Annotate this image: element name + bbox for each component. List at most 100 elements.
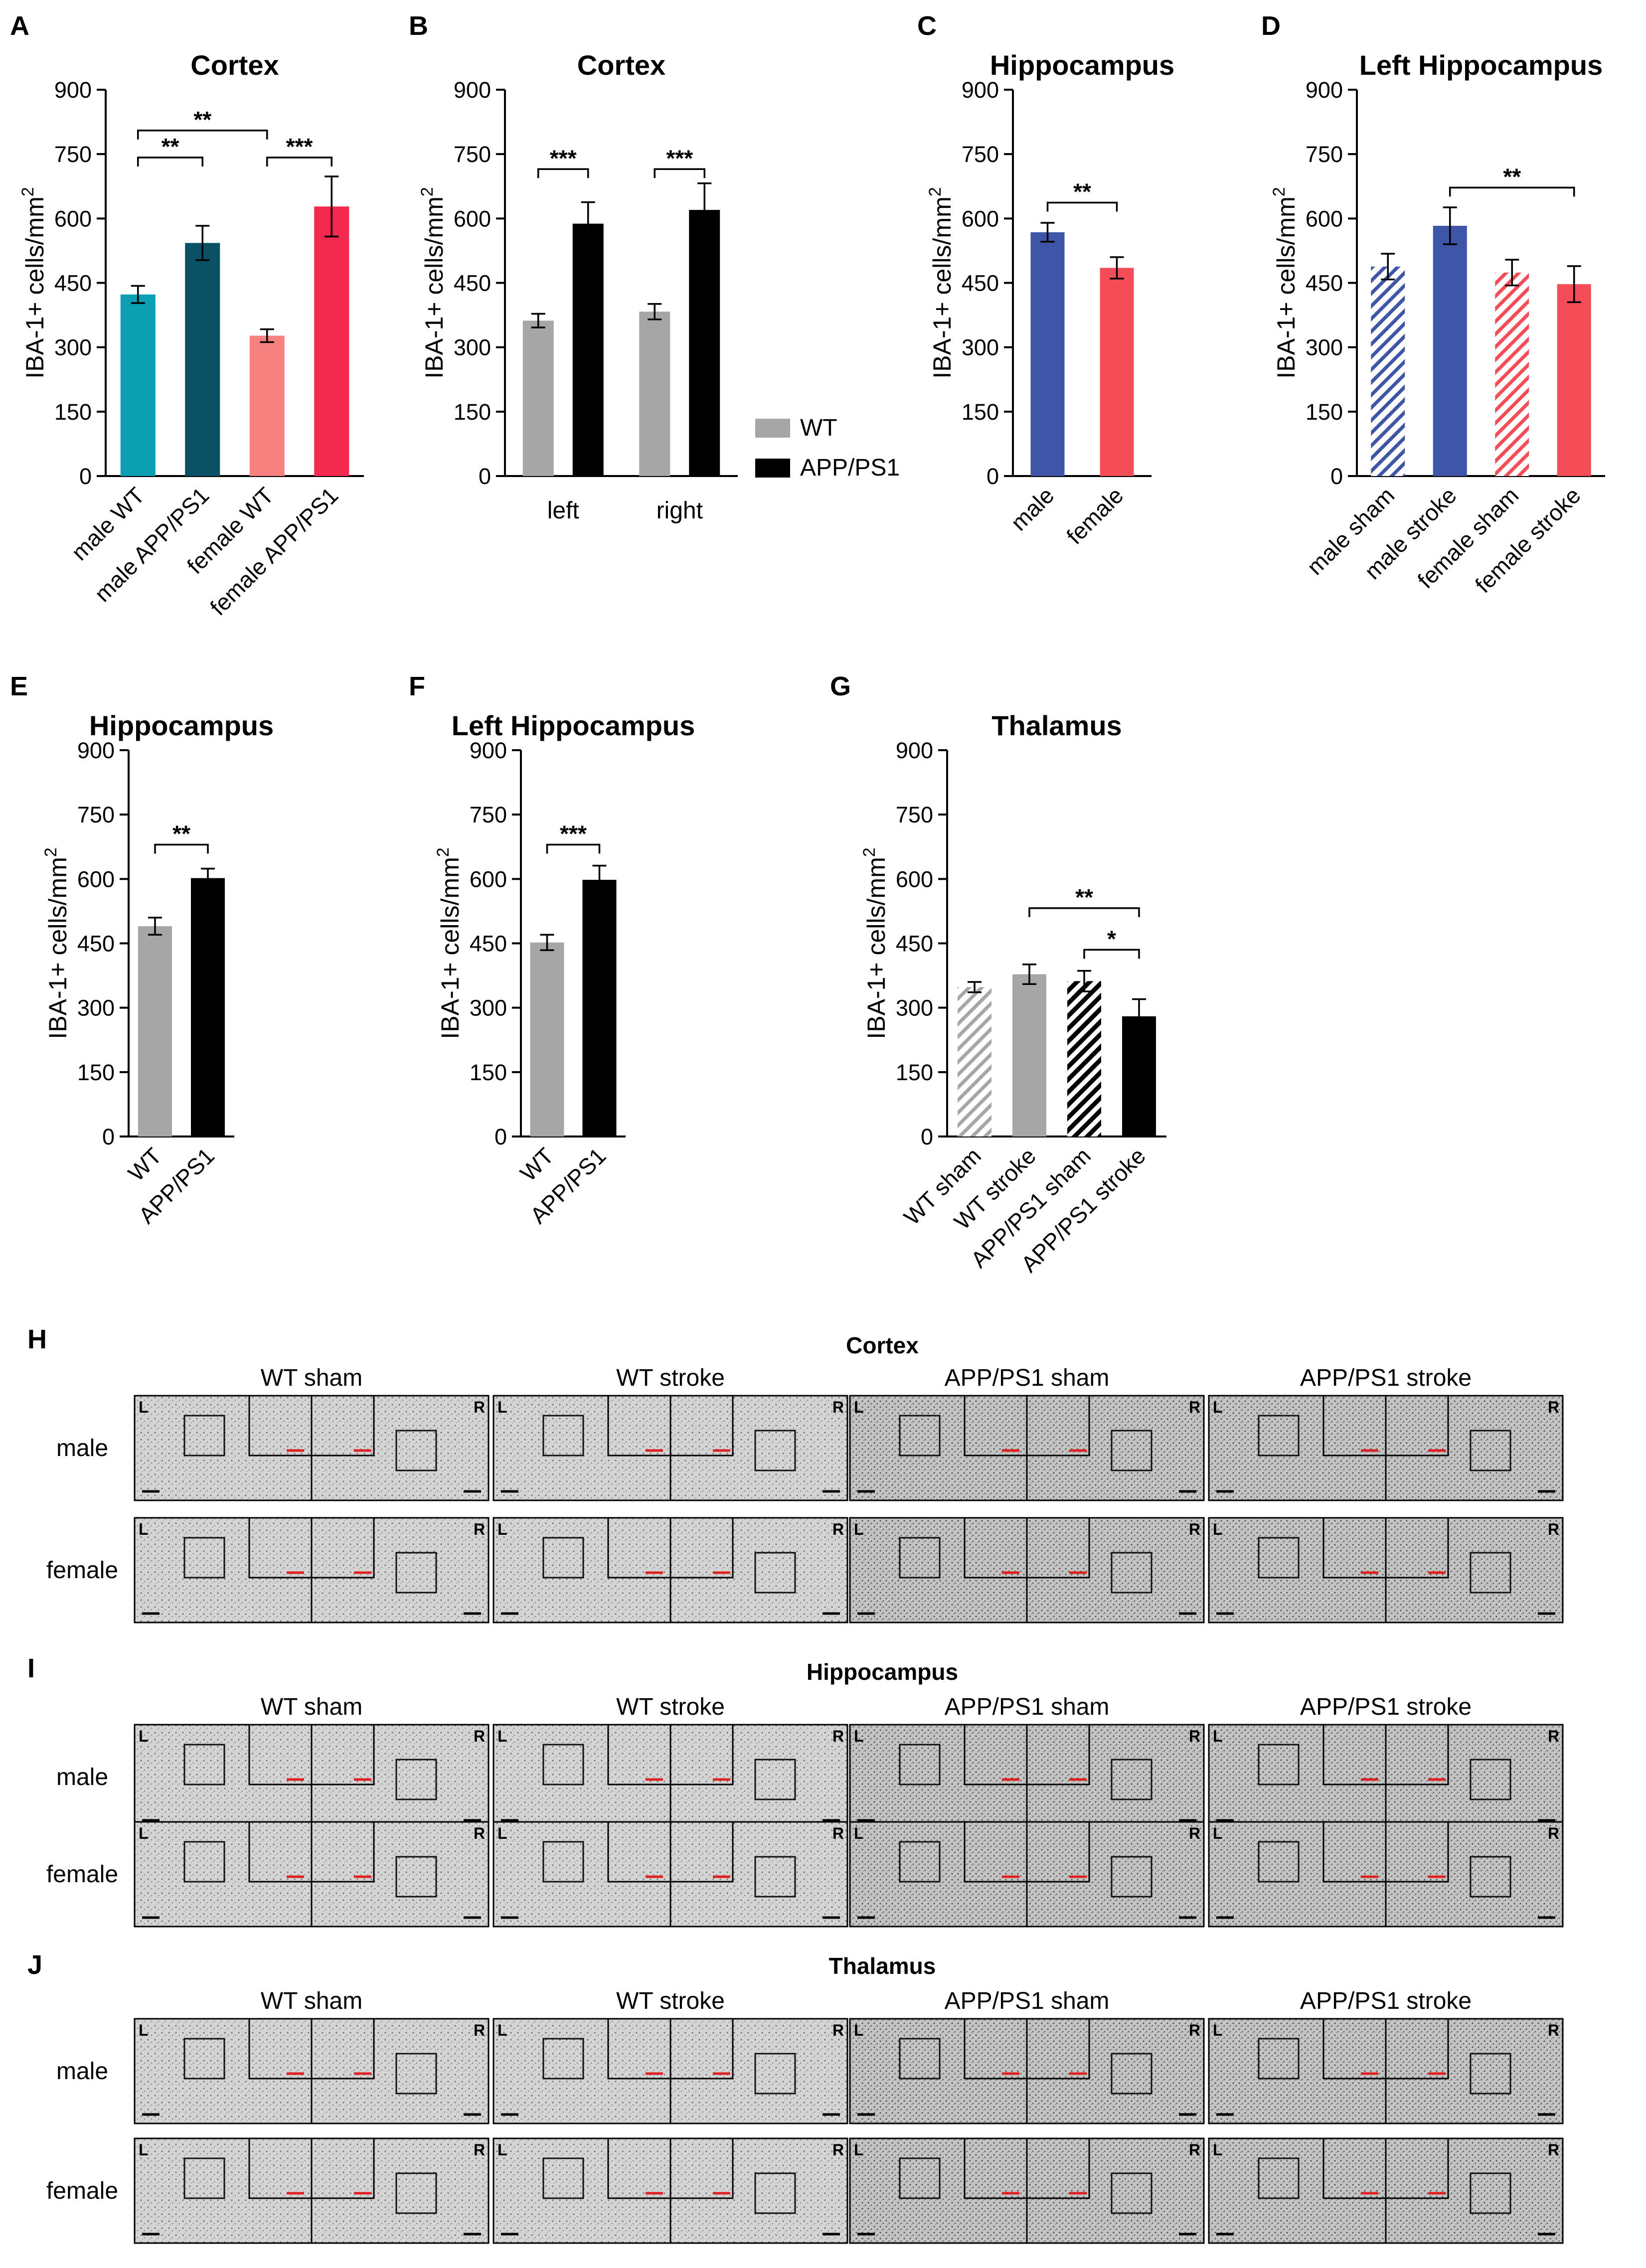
chart-title: Hippocampus (990, 49, 1174, 81)
panel-letter: A (10, 11, 29, 41)
y-tick-label: 900 (1306, 77, 1343, 103)
bar-appps1 (689, 210, 720, 477)
column-label: WT stroke (616, 1988, 725, 2014)
side-label-right: R (1189, 1520, 1200, 1538)
x-tick-label: male APP/PS1 (89, 482, 214, 607)
y-tick-label: 450 (454, 271, 491, 296)
y-axis-label: IBA-1+ cells/mm2 (418, 187, 448, 378)
roi-box-left (542, 2038, 584, 2080)
side-label-right: R (474, 2141, 485, 2159)
y-axis-label-superscript: 2 (1270, 187, 1289, 196)
bar-wt (639, 312, 670, 476)
side-label-right: R (832, 1520, 844, 1538)
panel-letter: I (27, 1653, 35, 1683)
y-axis-label-superscript: 2 (418, 187, 437, 196)
roi-box-left (1258, 2157, 1300, 2199)
y-tick-label: 300 (77, 995, 115, 1021)
roi-box-right (1470, 2053, 1511, 2095)
y-axis-label-text: IBA-1+ cells/mm (1272, 196, 1300, 378)
chart-title: Thalamus (991, 710, 1122, 741)
side-label-left: L (139, 1727, 149, 1745)
inset-right (1385, 2018, 1449, 2080)
side-label-right: R (1548, 1520, 1559, 1538)
bar (120, 294, 156, 476)
side-label-right: R (474, 1727, 485, 1745)
side-label-right: R (1189, 1398, 1200, 1416)
y-tick-label: 150 (1306, 399, 1343, 425)
side-label-right: R (832, 1727, 844, 1745)
side-label-right: R (1189, 1727, 1200, 1745)
y-axis-label-text: IBA-1+ cells/mm (44, 857, 72, 1039)
chart-title: Left Hippocampus (452, 710, 695, 741)
significance-label: *** (286, 134, 313, 160)
roi-box-left (899, 1841, 941, 1883)
side-label-left: L (1213, 1824, 1223, 1842)
x-tick-label: female (1061, 482, 1128, 549)
inset-right (1385, 1395, 1449, 1457)
side-label-right: R (1548, 1727, 1559, 1745)
y-axis-label-text: IBA-1+ cells/mm (436, 857, 464, 1039)
panel-letter: E (10, 671, 28, 701)
inset-right (311, 2137, 375, 2199)
bar (958, 987, 991, 1136)
side-label-left: L (1213, 2021, 1223, 2039)
significance-label: * (1107, 926, 1116, 952)
inset-left (248, 2137, 313, 2199)
side-label-left: L (497, 2141, 507, 2159)
inset-right (1026, 1821, 1090, 1883)
roi-box-right (754, 2053, 796, 2095)
bar-appps1 (572, 223, 604, 476)
micrograph-panel-h: H Cortex WT sham WT stroke APP/PS1 sham APP/P… (27, 1324, 1564, 1623)
micrograph-panel-i: I Hippocampus WT sham WT stroke APP/PS1 sham… (27, 1653, 1564, 1928)
column-label: WT stroke (616, 1694, 725, 1720)
roi-box-left (183, 2157, 225, 2199)
side-label-left: L (139, 1520, 149, 1538)
panel-letter: H (27, 1324, 47, 1354)
roi-box-right (395, 1759, 437, 1800)
y-axis-label-superscript: 2 (860, 847, 879, 857)
inset-left (964, 2137, 1028, 2199)
significance-label: ** (193, 107, 211, 133)
roi-box-left (899, 2157, 941, 2199)
roi-box-left (183, 1415, 225, 1457)
x-tick-label: right (657, 497, 703, 524)
inset-right (1385, 1724, 1449, 1785)
side-label-right: R (1189, 2141, 1200, 2159)
roi-box-left (1258, 1415, 1300, 1457)
y-tick-label: 150 (896, 1060, 933, 1085)
side-label-left: L (497, 1727, 507, 1745)
inset-right (669, 1724, 734, 1785)
inset-left (248, 1395, 313, 1457)
chart-panel-a: A Cortex 0 150 300 450 600 750 900 IBA-1+ cells/m… (10, 11, 364, 621)
y-tick-label: 450 (54, 271, 92, 296)
side-label-right: R (1548, 2021, 1559, 2039)
column-label: WT sham (261, 1988, 362, 2014)
side-label-left: L (1213, 2141, 1223, 2159)
bar (1122, 1016, 1156, 1136)
roi-box-left (183, 1841, 225, 1883)
roi-box-right (1111, 1759, 1152, 1800)
inset-left (964, 1517, 1028, 1579)
side-label-left: L (1213, 1520, 1223, 1538)
roi-box-right (754, 2172, 796, 2214)
row-label: female (46, 2178, 118, 2204)
inset-right (669, 2018, 734, 2080)
side-label-right: R (1548, 1398, 1559, 1416)
y-axis-label-text: IBA-1+ cells/mm (420, 196, 448, 378)
inset-right (311, 1821, 375, 1883)
roi-box-right (1470, 1856, 1511, 1898)
inset-right (311, 1395, 375, 1457)
inset-left (248, 1821, 313, 1883)
roi-box-left (542, 1744, 584, 1785)
